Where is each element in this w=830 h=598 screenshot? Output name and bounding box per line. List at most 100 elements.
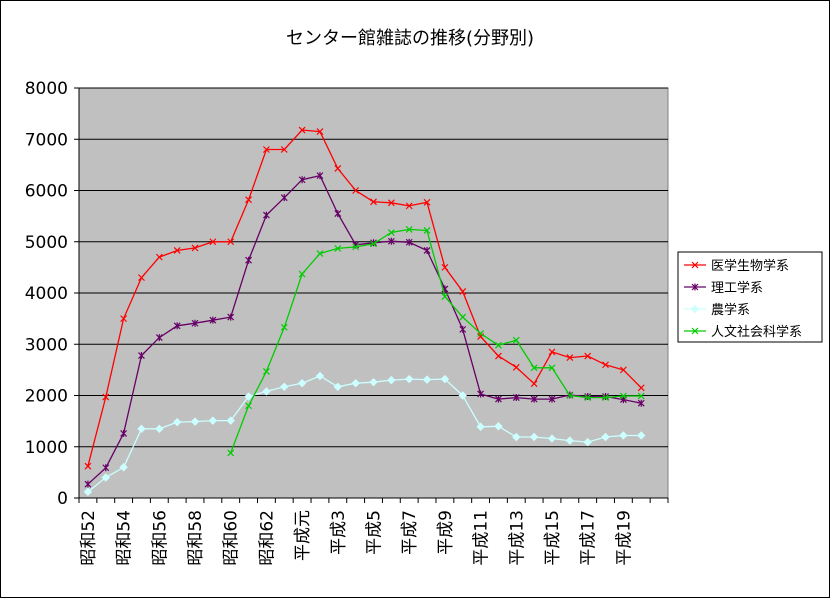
data-point bbox=[548, 364, 556, 372]
data-point bbox=[226, 416, 235, 425]
data-point bbox=[297, 378, 307, 388]
data-point bbox=[441, 293, 449, 301]
data-point bbox=[208, 416, 218, 425]
data-point bbox=[404, 374, 414, 384]
data-point bbox=[477, 330, 485, 337]
data-point bbox=[209, 316, 217, 324]
data-point bbox=[458, 391, 467, 400]
y-tick-label: 8000 bbox=[25, 79, 68, 99]
x-tick-label: 昭和56 bbox=[150, 510, 170, 566]
x-tick-label: 昭和62 bbox=[257, 510, 277, 566]
data-point bbox=[387, 375, 396, 385]
data-point bbox=[566, 354, 574, 361]
data-point bbox=[280, 146, 288, 153]
series-line bbox=[87, 129, 642, 467]
data-point bbox=[619, 392, 627, 400]
data-point bbox=[244, 392, 253, 401]
data-point bbox=[512, 363, 520, 371]
data-point bbox=[548, 348, 556, 356]
data-point bbox=[120, 429, 128, 437]
x-tick-label: 平成19 bbox=[614, 510, 634, 566]
data-point bbox=[102, 464, 110, 472]
data-point bbox=[423, 246, 431, 254]
data-point bbox=[530, 395, 538, 403]
data-point bbox=[333, 382, 343, 391]
data-point bbox=[584, 352, 592, 360]
data-point bbox=[227, 238, 235, 246]
data-point bbox=[512, 432, 521, 442]
data-point bbox=[405, 202, 413, 210]
data-point bbox=[690, 304, 700, 314]
data-point bbox=[334, 244, 342, 252]
data-point bbox=[227, 313, 235, 321]
x-axis: 昭和52 昭和54 昭和56 昭和58 昭和60 昭和62 平成元 平成3 平成5 平成7 平成9 平… bbox=[78, 498, 669, 566]
data-point bbox=[530, 380, 538, 388]
y-tick-label: 4000 bbox=[25, 284, 68, 304]
data-point bbox=[691, 283, 699, 291]
data-point bbox=[298, 270, 306, 278]
data-point bbox=[370, 198, 377, 206]
data-point bbox=[298, 126, 306, 134]
data-point bbox=[512, 394, 520, 402]
data-point bbox=[334, 165, 342, 172]
data-point bbox=[370, 240, 377, 248]
data-point bbox=[351, 378, 360, 388]
data-point bbox=[262, 146, 270, 153]
data-point bbox=[280, 194, 288, 202]
data-point bbox=[459, 313, 467, 321]
data-point bbox=[191, 319, 199, 327]
chart-title: センター館雑誌の推移(分野別) bbox=[286, 28, 534, 49]
data-point bbox=[173, 322, 181, 330]
data-point bbox=[316, 172, 324, 180]
data-point bbox=[245, 402, 252, 410]
data-point bbox=[84, 480, 92, 488]
series-医学生物学系 bbox=[84, 126, 645, 470]
data-point bbox=[602, 394, 609, 401]
y-tick-label: 1000 bbox=[25, 438, 68, 458]
x-tick-label: 平成元 bbox=[293, 510, 313, 561]
y-tick-label: 0 bbox=[57, 489, 68, 509]
data-point bbox=[459, 325, 467, 333]
data-point bbox=[565, 436, 575, 445]
data-point bbox=[262, 387, 271, 396]
y-tick-label: 6000 bbox=[25, 182, 68, 202]
data-point bbox=[459, 288, 467, 295]
x-tick-label: 平成15 bbox=[543, 510, 563, 566]
legend-label: 農学系 bbox=[711, 302, 750, 318]
x-tick-label: 昭和58 bbox=[186, 510, 206, 566]
data-point bbox=[602, 361, 609, 369]
data-point bbox=[619, 431, 628, 440]
data-point bbox=[138, 274, 145, 282]
y-tick-label: 2000 bbox=[25, 387, 68, 407]
data-point bbox=[423, 227, 431, 234]
data-point bbox=[334, 210, 342, 218]
data-point bbox=[530, 364, 538, 372]
data-point bbox=[547, 434, 557, 443]
series-理工学系 bbox=[84, 172, 645, 488]
y-tick-label: 7000 bbox=[25, 130, 68, 150]
data-point bbox=[405, 238, 413, 246]
data-point bbox=[495, 395, 502, 403]
x-tick-label: 昭和54 bbox=[115, 510, 135, 566]
y-tick-label: 3000 bbox=[25, 335, 68, 355]
data-point bbox=[155, 334, 163, 342]
data-point bbox=[209, 238, 217, 246]
data-point bbox=[227, 449, 235, 457]
data-point bbox=[476, 422, 485, 431]
data-point bbox=[495, 341, 502, 349]
data-point bbox=[280, 323, 288, 331]
legend-item: 農学系 bbox=[684, 302, 750, 318]
data-point bbox=[120, 315, 128, 323]
data-point bbox=[601, 432, 610, 442]
data-point bbox=[637, 399, 645, 407]
data-point bbox=[352, 243, 360, 251]
data-point bbox=[387, 199, 395, 207]
x-tick-label: 平成13 bbox=[507, 510, 527, 566]
data-point bbox=[155, 424, 164, 434]
data-point bbox=[440, 374, 450, 384]
data-point bbox=[245, 196, 252, 204]
data-point bbox=[602, 393, 609, 401]
data-point bbox=[315, 371, 325, 381]
x-tick-label: 平成5 bbox=[365, 510, 385, 555]
